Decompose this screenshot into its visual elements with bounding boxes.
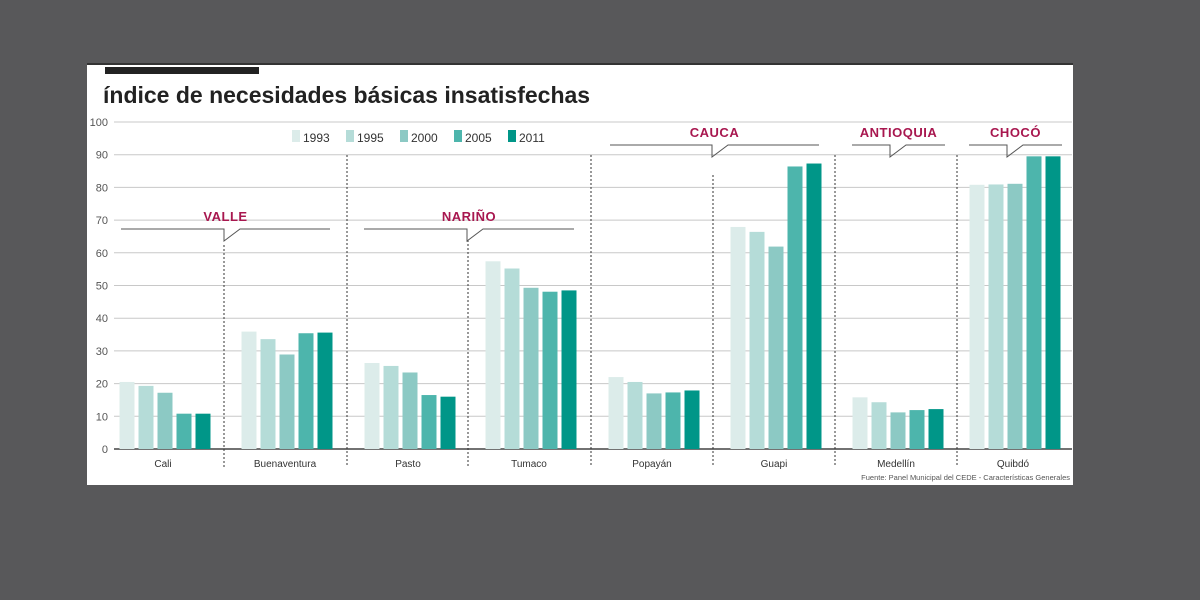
chart-title: índice de necesidades básicas insatisfec…: [103, 82, 590, 108]
region-bracket: [364, 228, 574, 242]
y-tick-label: 90: [96, 150, 108, 162]
bar-Medellín-2011: [928, 409, 944, 449]
x-tick-label: Pasto: [395, 459, 421, 470]
legend-swatch: [400, 130, 408, 142]
bar-Medellín-2005: [909, 410, 925, 449]
legend-label: 2000: [411, 131, 438, 145]
source-note: Fuente: Panel Municipal del CEDE - Carac…: [861, 473, 1070, 482]
bar-Quibdó-2000: [1007, 183, 1023, 449]
bar-Cali-2000: [157, 392, 173, 449]
x-tick-label: Popayán: [632, 459, 671, 470]
bar-Tumaco-2011: [561, 290, 577, 449]
legend-label: 2005: [465, 131, 492, 145]
region-label: CAUCA: [690, 125, 740, 140]
bar-Pasto-2000: [402, 372, 418, 449]
bar-Popayán-2000: [646, 393, 662, 449]
y-tick-label: 60: [96, 248, 108, 260]
bar-Quibdó-1993: [969, 184, 985, 449]
bar-Pasto-2011: [440, 396, 456, 449]
bar-Guapi-2011: [806, 163, 822, 449]
y-tick-label: 40: [96, 313, 108, 325]
y-tick-label: 100: [90, 117, 108, 129]
y-tick-label: 80: [96, 182, 108, 194]
bar-Pasto-1995: [383, 365, 399, 449]
bar-Buenaventura-2011: [317, 332, 333, 449]
legend-swatch: [454, 130, 462, 142]
y-tick-label: 30: [96, 346, 108, 358]
bar-Popayán-2005: [665, 392, 681, 449]
bar-Quibdó-1995: [988, 184, 1004, 449]
bar-Guapi-2000: [768, 246, 784, 449]
bar-Guapi-2005: [787, 166, 803, 450]
bar-Tumaco-2005: [542, 291, 558, 449]
bar-Popayán-2011: [684, 390, 700, 449]
bar-Tumaco-1993: [485, 261, 501, 449]
bar-chart: índice de necesidades básicas insatisfec…: [90, 67, 1072, 482]
bar-Medellín-1993: [852, 397, 868, 449]
x-tick-label: Tumaco: [511, 459, 547, 470]
x-tick-label: Buenaventura: [254, 459, 317, 470]
bar-Popayán-1995: [627, 381, 643, 449]
y-tick-label: 10: [96, 411, 108, 423]
region-bracket: [121, 228, 330, 242]
y-tick-label: 0: [102, 444, 108, 456]
x-tick-label: Cali: [154, 459, 171, 470]
title-accent-bar: [105, 67, 259, 74]
chart-panel: índice de necesidades básicas insatisfec…: [87, 63, 1073, 485]
x-tick-label: Guapi: [761, 459, 788, 470]
bar-Tumaco-1995: [504, 268, 520, 449]
bar-Buenaventura-1993: [241, 331, 257, 449]
region-bracket: [969, 144, 1062, 158]
bar-Buenaventura-1995: [260, 339, 276, 449]
bar-Medellín-1995: [871, 402, 887, 449]
region-label: VALLE: [203, 209, 247, 224]
y-tick-label: 50: [96, 281, 108, 293]
y-tick-label: 20: [96, 379, 108, 391]
legend-label: 1993: [303, 131, 330, 145]
bar-Cali-1995: [138, 385, 154, 449]
x-tick-label: Medellín: [877, 459, 915, 470]
region-label: CHOCÓ: [990, 125, 1041, 140]
bar-Tumaco-2000: [523, 287, 539, 449]
bar-Buenaventura-2000: [279, 354, 295, 449]
legend-swatch: [508, 130, 516, 142]
bar-Guapi-1995: [749, 231, 765, 449]
bar-Guapi-1993: [730, 226, 746, 449]
bar-Pasto-2005: [421, 395, 437, 449]
region-label: ANTIOQUIA: [860, 125, 938, 140]
bar-Cali-1993: [119, 381, 135, 449]
bar-Pasto-1993: [364, 362, 380, 449]
bar-Quibdó-2005: [1026, 156, 1042, 449]
bar-Quibdó-2011: [1045, 156, 1061, 449]
x-tick-label: Quibdó: [997, 459, 1030, 470]
bar-Popayán-1993: [608, 377, 624, 449]
legend-swatch: [346, 130, 354, 142]
legend-label: 2011: [519, 131, 545, 145]
legend-swatch: [292, 130, 300, 142]
y-tick-label: 70: [96, 215, 108, 227]
region-bracket: [610, 144, 819, 158]
region-label: NARIÑO: [442, 209, 496, 224]
bar-Buenaventura-2005: [298, 333, 314, 449]
legend-label: 1995: [357, 131, 384, 145]
bar-Medellín-2000: [890, 412, 906, 449]
region-bracket: [852, 144, 945, 158]
bar-Cali-2005: [176, 413, 192, 449]
bar-Cali-2011: [195, 413, 211, 449]
